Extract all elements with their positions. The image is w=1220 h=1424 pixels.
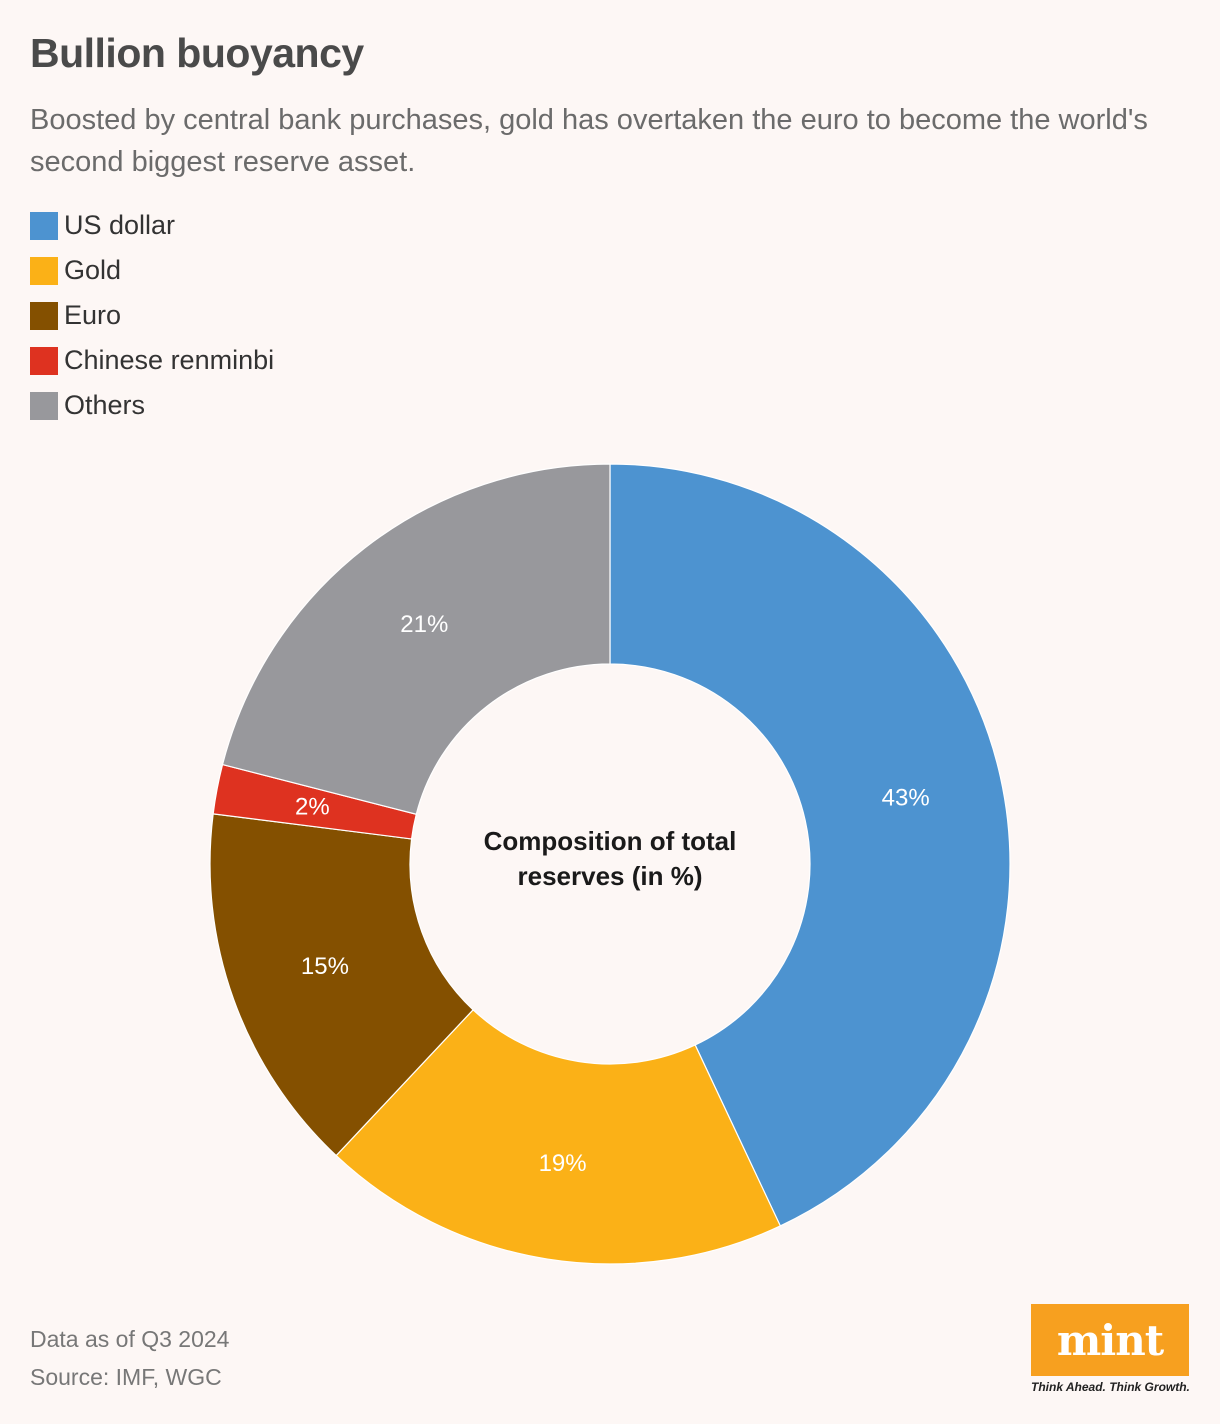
- chart-title: Bullion buoyancy: [30, 30, 364, 76]
- legend-item-others: Others: [30, 383, 274, 428]
- slice-gold: [335, 1008, 782, 1265]
- slice-label-others: 21%: [400, 611, 448, 638]
- data-date-note: Data as of Q3 2024: [30, 1326, 230, 1352]
- logo-tagline: Think Ahead. Think Growth.: [1031, 1380, 1190, 1394]
- legend-swatch-chinese-renminbi: [30, 346, 58, 375]
- slice-label-gold: 19%: [539, 1150, 587, 1177]
- legend-label-us-dollar: US dollar: [64, 210, 176, 240]
- legend-label-euro: Euro: [64, 300, 122, 330]
- legend-swatch-euro: [30, 301, 58, 330]
- legend-swatch-others: [30, 391, 58, 420]
- legend-item-chinese-renminbi: Chinese renminbi: [30, 338, 274, 383]
- legend-label-gold: Gold: [64, 255, 122, 285]
- legend-item-gold: Gold: [30, 248, 274, 293]
- slice-label-us-dollar: 43%: [882, 784, 930, 811]
- legend-item-euro: Euro: [30, 293, 274, 338]
- mint-logo-text: mint: [1056, 1315, 1164, 1365]
- legend-label-chinese-renminbi: Chinese renminbi: [64, 345, 275, 375]
- legend-item-us-dollar: US dollar: [30, 203, 274, 248]
- donut-center-label: Composition of total reserves (in %): [483, 826, 737, 891]
- slice-others: [221, 463, 611, 815]
- slice-us-dollar: [609, 463, 1011, 1227]
- slice-euro: [209, 813, 474, 1157]
- chart-legend: US dollar Gold Euro Chinese renminbi Oth…: [30, 203, 274, 428]
- chart-subtitle: Boosted by central bank purchases, gold …: [30, 104, 1148, 178]
- slice-label-euro: 15%: [301, 953, 349, 980]
- slice-label-chinese-renminbi: 2%: [295, 794, 330, 821]
- legend-swatch-us-dollar: [30, 211, 58, 240]
- legend-swatch-gold: [30, 256, 58, 285]
- source-note: Source: IMF, WGC: [30, 1364, 222, 1390]
- mint-logo: mint: [1031, 1304, 1189, 1376]
- legend-label-others: Others: [64, 390, 146, 420]
